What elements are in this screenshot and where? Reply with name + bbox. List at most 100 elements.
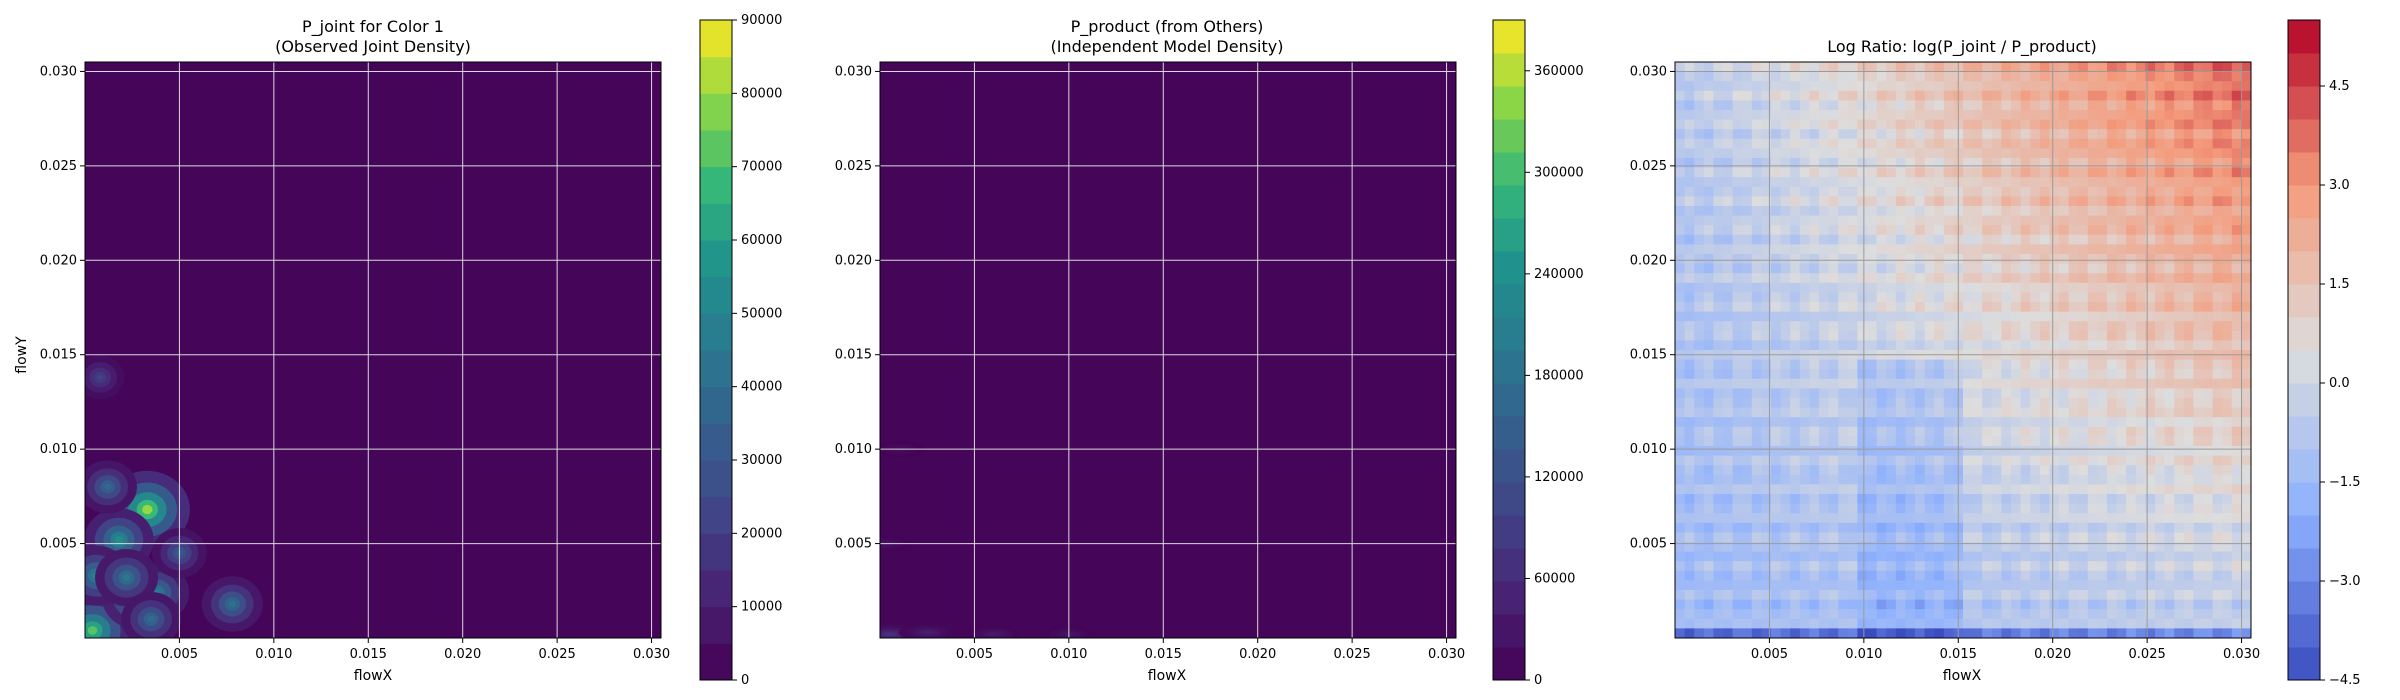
ratio-cell bbox=[2212, 494, 2223, 505]
ratio-cell bbox=[1934, 340, 1945, 351]
ratio-cell bbox=[2030, 388, 2041, 399]
ratio-cell bbox=[2155, 340, 2166, 351]
ratio-cell bbox=[2059, 321, 2070, 332]
ratio-cell bbox=[1886, 455, 1897, 466]
ratio-cell bbox=[2174, 129, 2185, 140]
ratio-cell bbox=[1780, 330, 1791, 341]
ratio-cell bbox=[1991, 71, 2002, 82]
ratio-cell bbox=[1886, 484, 1897, 495]
ratio-cell bbox=[2164, 138, 2175, 149]
ratio-cell bbox=[1742, 244, 1753, 255]
ratio-cell bbox=[2126, 359, 2137, 370]
ratio-cell bbox=[1847, 110, 1858, 121]
ratio-cell bbox=[1915, 378, 1926, 389]
ratio-cell bbox=[1847, 599, 1858, 610]
ratio-cell bbox=[2087, 215, 2098, 226]
ratio-cell bbox=[1732, 378, 1743, 389]
ratio-cell bbox=[1876, 542, 1887, 553]
ratio-cell bbox=[1886, 378, 1897, 389]
ratio-cell bbox=[1963, 542, 1974, 553]
ratio-cell bbox=[2068, 302, 2079, 313]
ratio-cell bbox=[2030, 436, 2041, 447]
colorbar-tick-label: 0 bbox=[741, 673, 749, 688]
ratio-cell bbox=[1828, 494, 1839, 505]
ratio-cell bbox=[2241, 90, 2251, 101]
ratio-cell bbox=[2174, 244, 2185, 255]
ratio-cell bbox=[1799, 561, 1810, 572]
panel1-axes: 0.005 0.010 0.015 0.020 0.025 0.0300.0050.010… bbox=[40, 61, 670, 662]
ratio-cell bbox=[1934, 254, 1945, 265]
ratio-cell bbox=[2059, 426, 2070, 437]
ratio-cell bbox=[1732, 474, 1743, 485]
ratio-cell bbox=[2087, 81, 2098, 92]
ratio-cell bbox=[1867, 455, 1878, 466]
colorbar-tick-label: 240000 bbox=[1534, 267, 1584, 282]
y-tick-label: 0.030 bbox=[40, 64, 77, 79]
ratio-cell bbox=[2001, 513, 2012, 524]
ratio-cell bbox=[2059, 465, 2070, 476]
ratio-cell bbox=[1895, 273, 1906, 284]
ratio-cell bbox=[2011, 628, 2022, 638]
ratio-cell bbox=[1819, 129, 1830, 140]
ratio-cell bbox=[1819, 561, 1830, 572]
ratio-cell bbox=[1732, 311, 1743, 322]
ratio-cell bbox=[2078, 590, 2089, 601]
ratio-cell bbox=[2231, 628, 2242, 638]
ratio-cell bbox=[2049, 62, 2060, 73]
ratio-cell bbox=[2145, 426, 2156, 437]
ratio-cell bbox=[1780, 542, 1791, 553]
ratio-cell bbox=[2039, 186, 2050, 197]
ratio-cell bbox=[1790, 398, 1801, 409]
ratio-cell bbox=[2116, 177, 2127, 188]
ratio-cell bbox=[1771, 158, 1782, 169]
ratio-cell bbox=[1867, 513, 1878, 524]
ratio-cell bbox=[1703, 282, 1714, 293]
ratio-cell bbox=[1847, 311, 1858, 322]
ratio-cell bbox=[1675, 455, 1686, 466]
ratio-cell bbox=[1991, 369, 2002, 380]
ratio-cell bbox=[1924, 292, 1935, 303]
ratio-cell bbox=[2203, 388, 2214, 399]
ratio-cell bbox=[2193, 484, 2204, 495]
colorbar-level bbox=[2288, 614, 2320, 648]
ratio-cell bbox=[1713, 484, 1724, 495]
ratio-cell bbox=[2222, 388, 2233, 399]
ratio-cell bbox=[1694, 398, 1705, 409]
ratio-cell bbox=[2107, 369, 2118, 380]
ratio-cell bbox=[2049, 522, 2060, 533]
ratio-cell bbox=[1723, 225, 1734, 236]
ratio-cell bbox=[1847, 609, 1858, 620]
ratio-cell bbox=[1780, 455, 1791, 466]
colorbar-level bbox=[700, 606, 732, 644]
ratio-cell bbox=[2049, 254, 2060, 265]
ratio-cell bbox=[2097, 561, 2108, 572]
ratio-cell bbox=[2193, 503, 2204, 514]
ratio-cell bbox=[1895, 532, 1906, 543]
ratio-cell bbox=[1771, 62, 1782, 73]
ratio-cell bbox=[2020, 81, 2031, 92]
ratio-cell bbox=[1790, 62, 1801, 73]
ratio-cell bbox=[2203, 215, 2214, 226]
ratio-cell bbox=[1924, 254, 1935, 265]
ratio-cell bbox=[1675, 90, 1686, 101]
ratio-cell bbox=[2155, 119, 2166, 130]
ratio-cell bbox=[1790, 522, 1801, 533]
ratio-cell bbox=[1886, 522, 1897, 533]
ratio-cell bbox=[1790, 263, 1801, 274]
ratio-cell bbox=[2116, 561, 2127, 572]
ratio-cell bbox=[1972, 618, 1983, 629]
ratio-cell bbox=[2241, 81, 2251, 92]
ratio-cell bbox=[1771, 561, 1782, 572]
ratio-cell bbox=[1742, 177, 1753, 188]
ratio-cell bbox=[1972, 378, 1983, 389]
ratio-cell bbox=[1780, 599, 1791, 610]
ratio-cell bbox=[2107, 407, 2118, 418]
ratio-cell bbox=[1857, 282, 1868, 293]
ratio-cell bbox=[1790, 206, 1801, 217]
ratio-cell bbox=[2068, 599, 2079, 610]
ratio-cell bbox=[2068, 167, 2079, 178]
ratio-cell bbox=[1915, 81, 1926, 92]
ratio-cell bbox=[1963, 465, 1974, 476]
ratio-cell bbox=[1905, 71, 1916, 82]
